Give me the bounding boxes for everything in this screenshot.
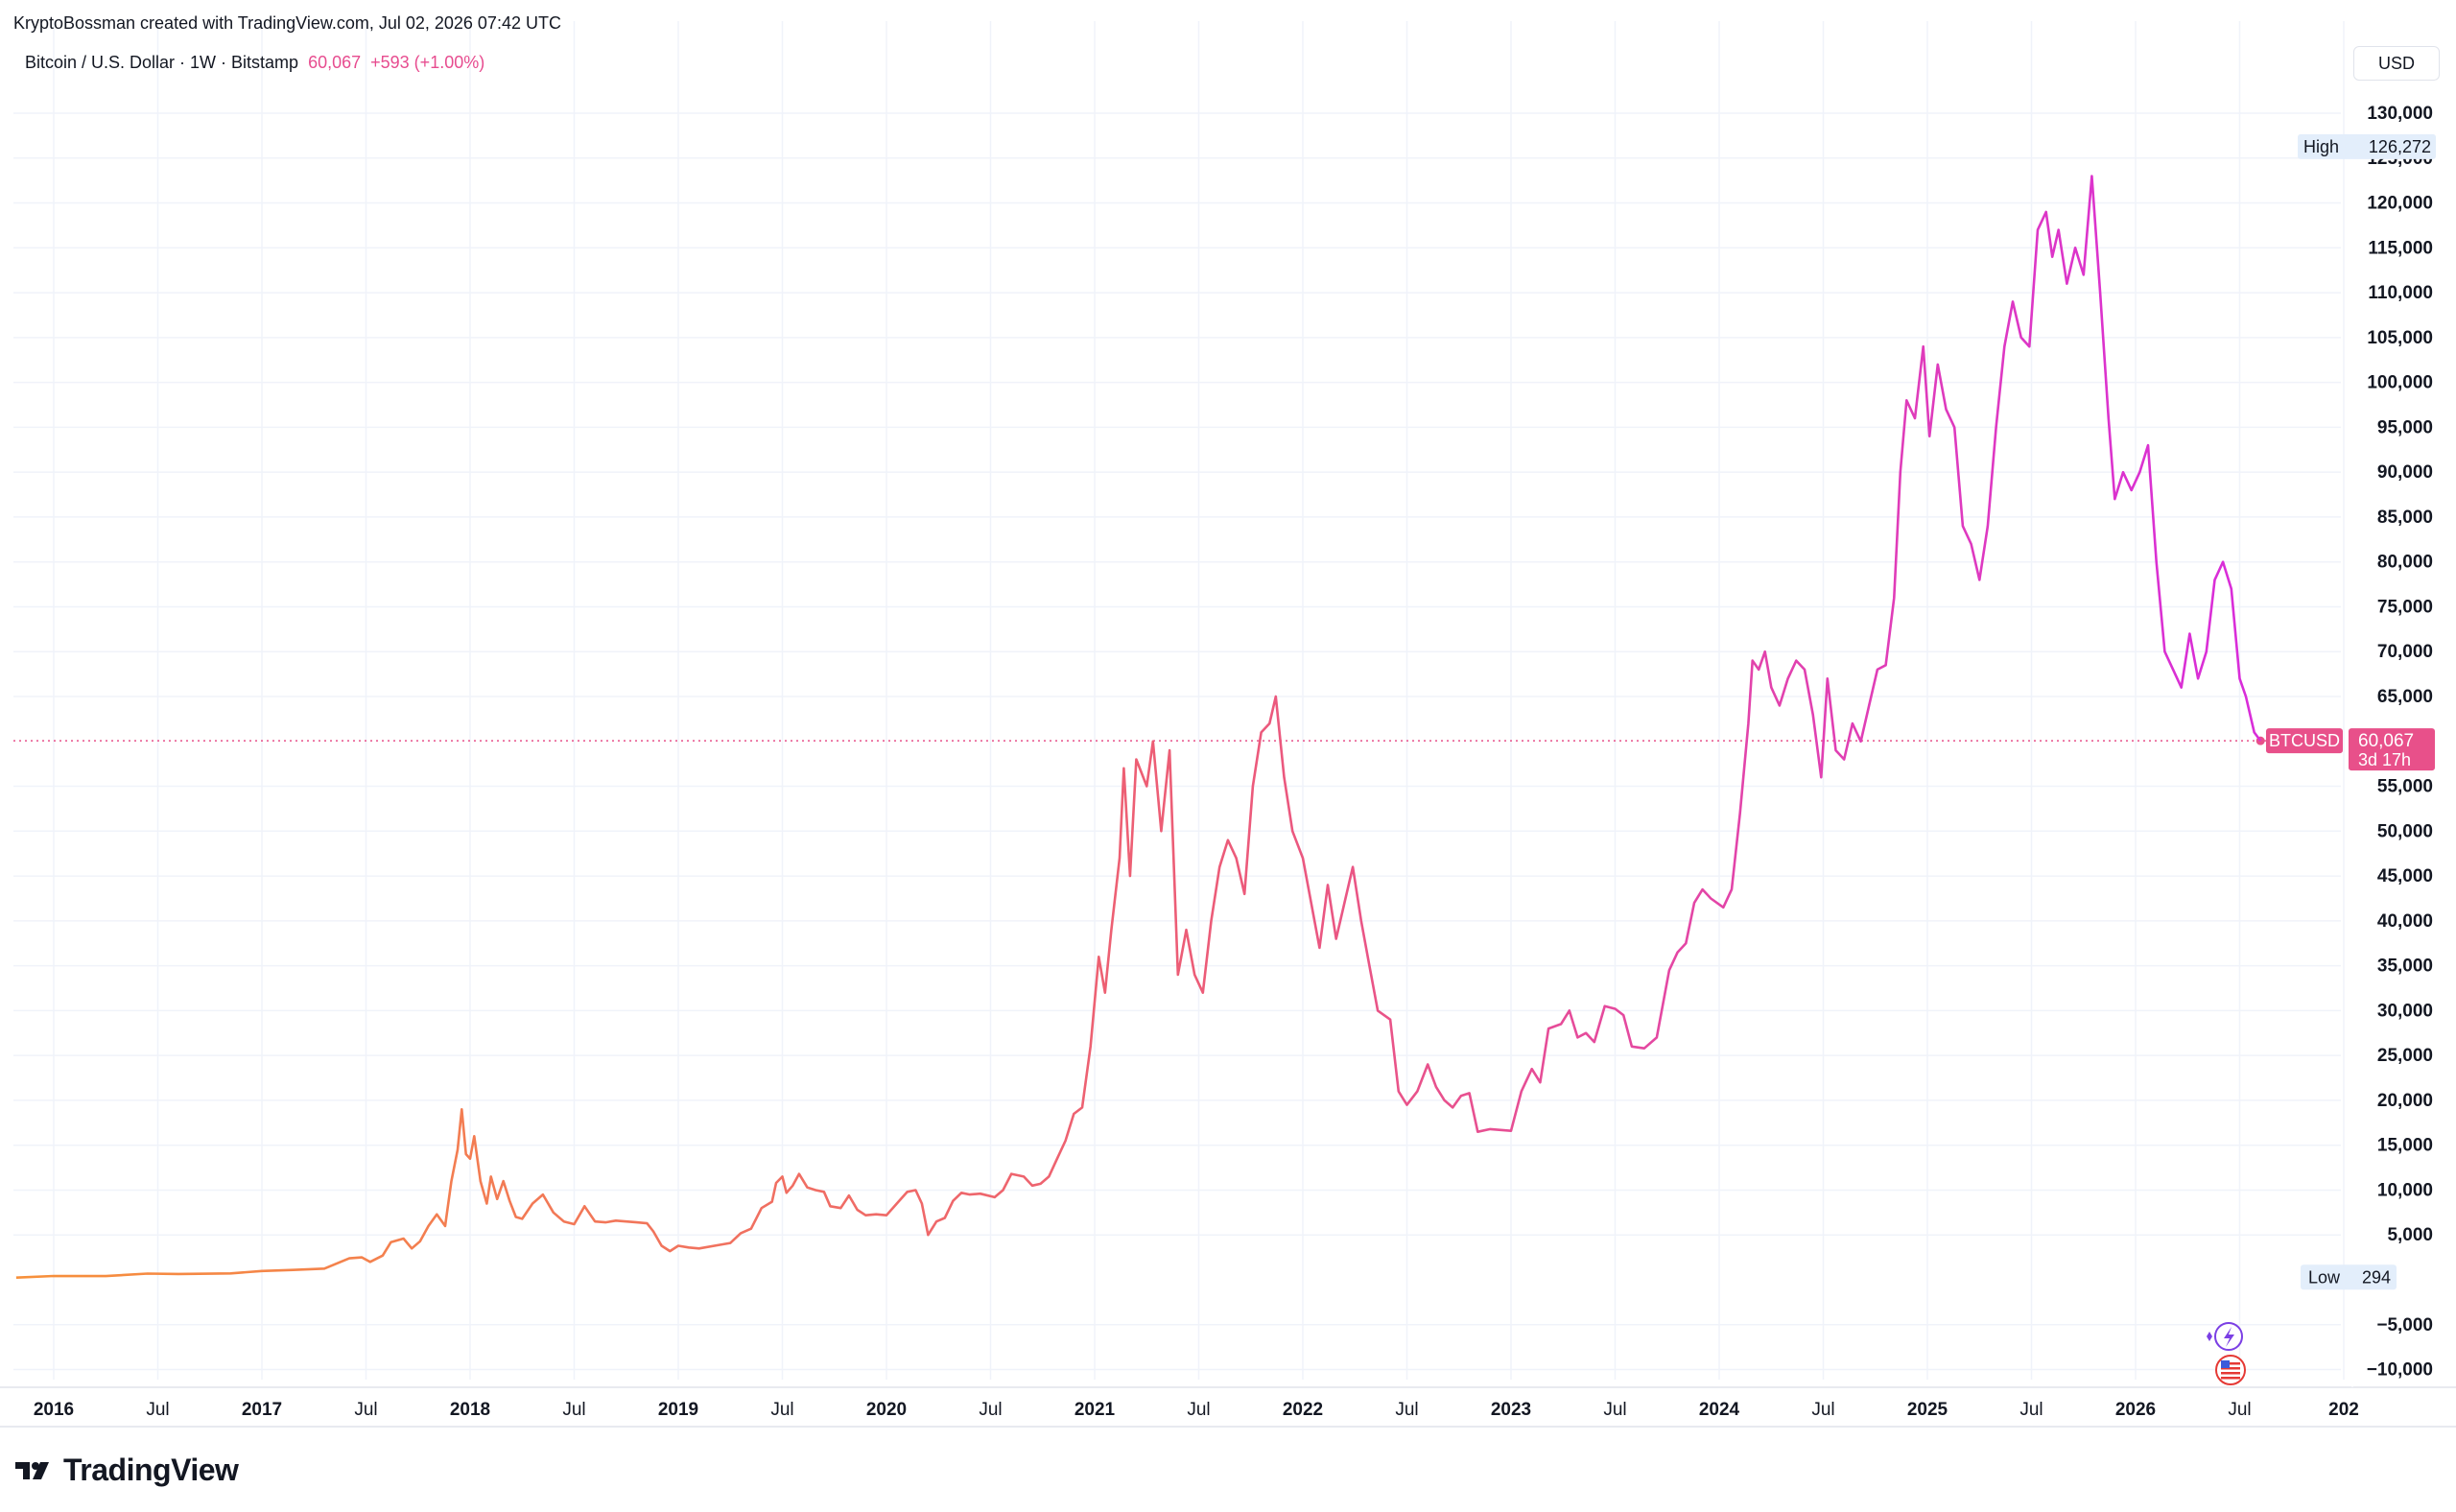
symbol-legend[interactable]: Bitcoin / U.S. Dollar · 1W · Bitstamp 60… [25, 53, 484, 73]
attribution: KryptoBossman created with TradingView.c… [13, 13, 561, 33]
y-tick-label: 80,000 [2377, 553, 2433, 573]
low-label: Low [2308, 1267, 2341, 1287]
y-tick-label: 75,000 [2377, 597, 2433, 617]
y-tick-label: 70,000 [2377, 642, 2433, 662]
symbol-tag-label: BTCUSD [2269, 731, 2340, 750]
x-tick-label: 2025 [1907, 1400, 1948, 1420]
y-tick-label: 25,000 [2377, 1046, 2433, 1066]
y-tick-label: 85,000 [2377, 508, 2433, 528]
price-tag-countdown: 3d 17h [2358, 750, 2411, 769]
x-tick-label: 2019 [658, 1400, 698, 1420]
y-tick-label: 115,000 [2368, 238, 2433, 258]
price-change: +593 (+1.00%) [370, 53, 485, 72]
price-tag-value: 60,067 [2358, 731, 2414, 751]
x-axis: 2016 Jul 2017 Jul 2018 Jul 2019 Jul 2020 Jul 2021 J… [34, 1400, 2359, 1420]
price-tag [2349, 728, 2435, 771]
x-tick-label: Jul [1603, 1400, 1626, 1420]
y-tick-label: −10,000 [2367, 1360, 2433, 1381]
tradingview-logo[interactable]: TradingView [15, 1453, 239, 1488]
x-tick-label: Jul [1187, 1400, 1210, 1420]
low-value: 294 [2362, 1267, 2391, 1287]
x-tick-label: 2024 [1699, 1400, 1740, 1420]
y-tick-label: 90,000 [2377, 462, 2433, 483]
x-tick-label: Jul [146, 1400, 169, 1420]
currency-button[interactable]: USD [2353, 46, 2440, 81]
high-label: High [2303, 137, 2339, 156]
x-tick-label: 2023 [1491, 1400, 1531, 1420]
x-tick-label: Jul [354, 1400, 377, 1420]
y-tick-label: 15,000 [2377, 1136, 2433, 1156]
symbol-name: Bitcoin / U.S. Dollar · 1W · Bitstamp [25, 53, 299, 72]
y-tick-label: 45,000 [2377, 866, 2433, 886]
y-tick-label: 35,000 [2377, 957, 2433, 977]
x-tick-label: Jul [1395, 1400, 1418, 1420]
y-tick-label: 30,000 [2377, 1001, 2433, 1021]
y-tick-label: 10,000 [2377, 1180, 2433, 1200]
y-tick-label: −5,000 [2376, 1315, 2433, 1335]
x-tick-label: Jul [2228, 1400, 2251, 1420]
y-tick-label: 130,000 [2367, 104, 2433, 124]
y-tick-label: 110,000 [2368, 283, 2433, 303]
symbol-tag [2266, 728, 2343, 754]
x-tick-label: 2016 [34, 1400, 74, 1420]
y-tick-label: 105,000 [2367, 328, 2433, 348]
y-tick-label: 5,000 [2387, 1225, 2433, 1245]
y-tick-label: 65,000 [2377, 687, 2433, 707]
brand-name: TradingView [63, 1453, 239, 1487]
tradingview-logo-icon [15, 1461, 49, 1479]
y-tick-label: 95,000 [2377, 417, 2433, 437]
high-value: 126,272 [2369, 137, 2431, 156]
grid-lines [13, 21, 2345, 1380]
x-tick-label: Jul [562, 1400, 585, 1420]
us-flag-icon[interactable] [2215, 1355, 2246, 1385]
y-tick-label: 40,000 [2377, 911, 2433, 932]
x-tick-label: 2017 [242, 1400, 282, 1420]
y-tick-label: 50,000 [2377, 821, 2433, 841]
x-tick-label: 2022 [1283, 1400, 1323, 1420]
last-price-line [13, 736, 2341, 745]
y-tick-label: 20,000 [2377, 1091, 2433, 1111]
x-tick-label: Jul [770, 1400, 793, 1420]
low-badge [2301, 1264, 2397, 1290]
lightning-icon[interactable] [2207, 1322, 2243, 1351]
x-tick-label: Jul [979, 1400, 1002, 1420]
x-tick-label: 2020 [866, 1400, 907, 1420]
y-tick-label: 55,000 [2377, 777, 2433, 797]
y-tick-label: 100,000 [2367, 373, 2433, 393]
x-tick-label: 202 [2328, 1400, 2359, 1420]
x-tick-label: 2026 [2115, 1400, 2156, 1420]
x-tick-label: 2018 [450, 1400, 490, 1420]
x-tick-label: Jul [2019, 1400, 2043, 1420]
last-price: 60,067 [308, 53, 362, 72]
y-axis: 130,000125,000120,000115,000110,000105,0… [2367, 104, 2433, 1381]
x-tick-label: Jul [1811, 1400, 1834, 1420]
high-badge [2298, 133, 2436, 159]
x-tick-label: 2021 [1074, 1400, 1116, 1420]
y-tick-label: 120,000 [2367, 194, 2433, 214]
price-line [15, 175, 2262, 1279]
